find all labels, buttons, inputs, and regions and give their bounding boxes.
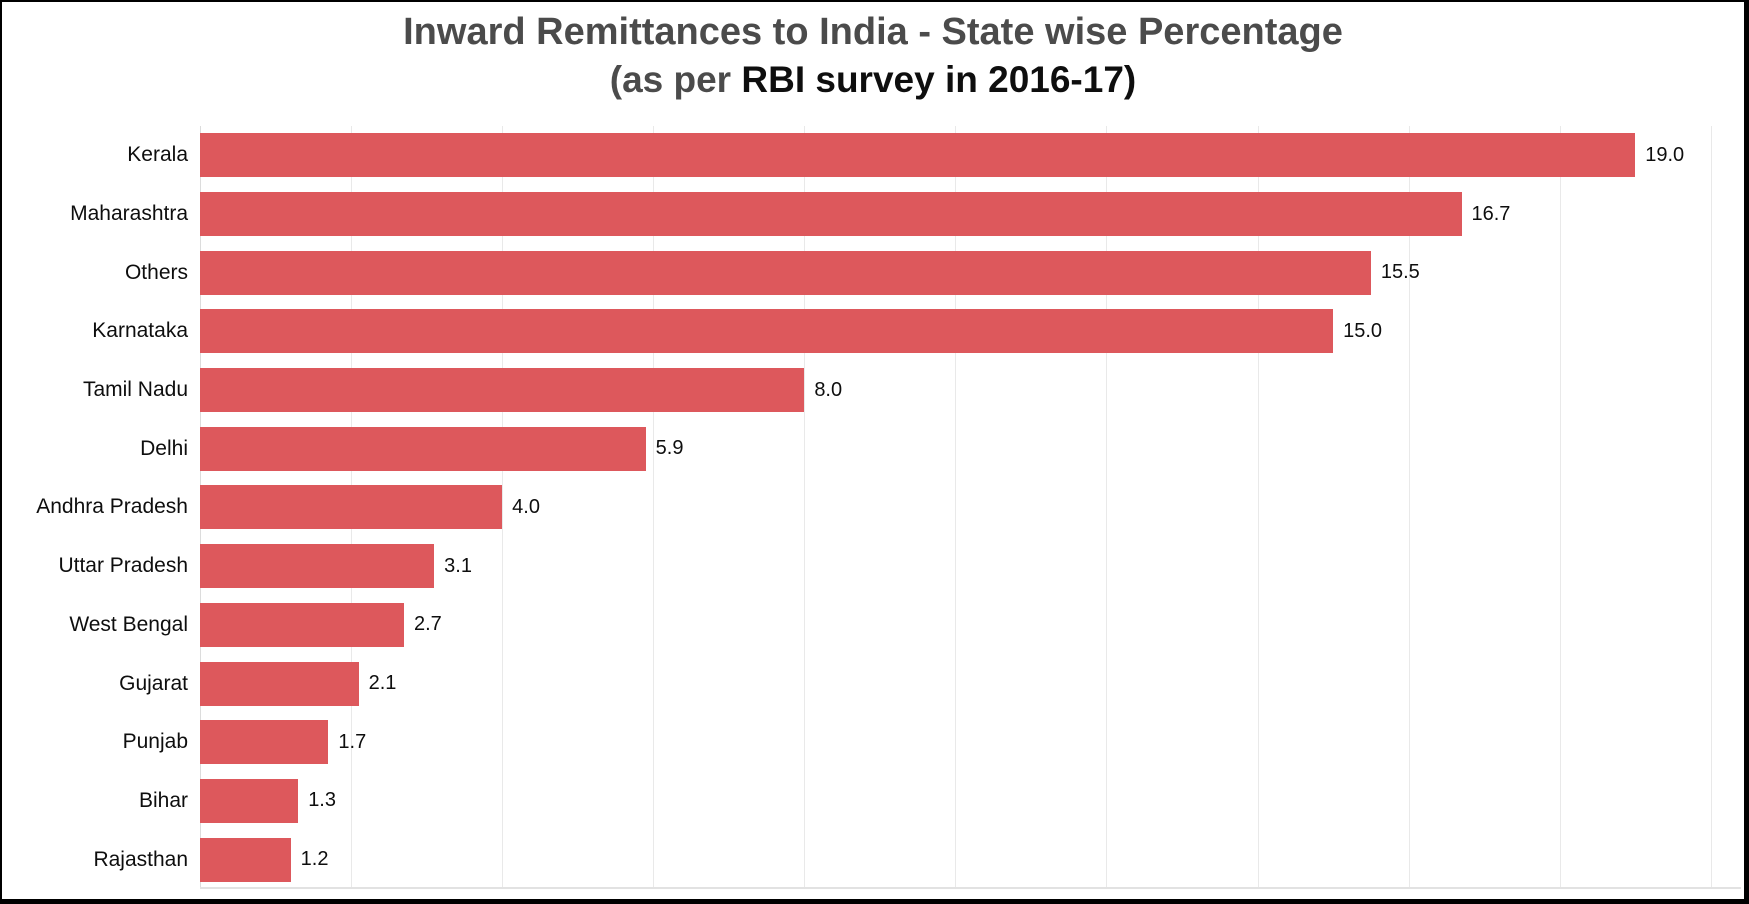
value-label-maharashtra: 16.7 <box>1471 202 1511 225</box>
value-label-andhra-pradesh: 4.0 <box>512 495 540 518</box>
bar-bihar[interactable] <box>200 778 299 823</box>
category-label-bihar: Bihar <box>138 788 188 812</box>
gridline-20 <box>1710 126 1712 887</box>
bar-track-kerala: 19.0 <box>200 126 1741 185</box>
gridline-16 <box>1408 126 1410 887</box>
value-label-west-bengal: 2.7 <box>413 613 442 636</box>
chart-title: Inward Remittances to India - State wise… <box>403 11 1343 53</box>
chart-subtitle: (as per RBI survey in 2016-17) <box>2 56 1744 103</box>
bar-row-gujarat: Gujarat 2.1 <box>2 654 1741 713</box>
category-label-karnataka: Karnataka <box>92 319 188 343</box>
bar-row-delhi: Delhi 5.9 <box>2 419 1741 478</box>
bar-kerala[interactable] <box>200 133 1636 178</box>
category-label-gujarat: Gujarat <box>119 671 188 695</box>
category-label-maharashtra: Maharashtra <box>70 202 188 226</box>
bar-row-punjab: Punjab 1.7 <box>2 713 1741 772</box>
bar-row-kerala: Kerala 19.0 <box>2 126 1741 185</box>
bar-gujarat[interactable] <box>200 661 359 706</box>
value-label-kerala: 19.0 <box>1645 143 1685 166</box>
bar-andhra-pradesh[interactable] <box>200 485 503 530</box>
chart-title-block: Inward Remittances to India - State wise… <box>2 8 1744 103</box>
value-label-punjab: 1.7 <box>338 730 367 753</box>
bar-maharashtra[interactable] <box>200 192 1462 237</box>
chart-subtitle-emphasis: RBI survey in 2016-17) <box>741 59 1137 100</box>
bar-track-tamil-nadu: 8.0 <box>200 361 1741 420</box>
bar-karnataka[interactable] <box>200 309 1334 354</box>
bar-punjab[interactable] <box>200 720 329 765</box>
category-label-rajasthan: Rajasthan <box>93 847 188 871</box>
bar-row-uttar-pradesh: Uttar Pradesh 3.1 <box>2 537 1741 596</box>
bar-rows: Kerala 19.0 Maharashtra 16.7 Others 15.5 Karna… <box>2 126 1741 889</box>
bar-track-bihar: 1.3 <box>200 772 1741 831</box>
bar-row-others: Others 15.5 <box>2 243 1741 302</box>
category-label-punjab: Punjab <box>122 730 188 754</box>
bar-row-karnataka: Karnataka 15.0 <box>2 302 1741 361</box>
bar-row-west-bengal: West Bengal 2.7 <box>2 596 1741 655</box>
bar-track-karnataka: 15.0 <box>200 302 1741 361</box>
category-label-andhra-pradesh: Andhra Pradesh <box>36 495 188 519</box>
bar-row-andhra-pradesh: Andhra Pradesh 4.0 <box>2 478 1741 537</box>
category-label-others: Others <box>124 260 188 284</box>
bar-track-andhra-pradesh: 4.0 <box>200 478 1741 537</box>
value-label-rajasthan: 1.2 <box>300 848 329 871</box>
value-label-others: 15.5 <box>1380 261 1420 284</box>
gridline-4 <box>502 126 504 887</box>
bar-rajasthan[interactable] <box>200 837 291 882</box>
value-label-gujarat: 2.1 <box>368 672 397 695</box>
bar-track-rajasthan: 1.2 <box>200 830 1741 889</box>
bar-uttar-pradesh[interactable] <box>200 544 435 589</box>
bar-track-maharashtra: 16.7 <box>200 185 1741 244</box>
gridline-8 <box>804 126 806 887</box>
value-label-karnataka: 15.0 <box>1343 319 1383 342</box>
value-label-delhi: 5.9 <box>655 437 684 460</box>
category-label-uttar-pradesh: Uttar Pradesh <box>58 554 188 578</box>
category-label-kerala: Kerala <box>127 143 188 167</box>
category-label-tamil-nadu: Tamil Nadu <box>82 378 188 402</box>
value-label-bihar: 1.3 <box>308 789 336 812</box>
bar-row-maharashtra: Maharashtra 16.7 <box>2 185 1741 244</box>
bar-track-uttar-pradesh: 3.1 <box>200 537 1741 596</box>
category-label-west-bengal: West Bengal <box>69 612 188 636</box>
value-label-uttar-pradesh: 3.1 <box>444 554 472 577</box>
bar-others[interactable] <box>200 250 1371 295</box>
bar-track-gujarat: 2.1 <box>200 654 1741 713</box>
gridline-14 <box>1257 126 1259 887</box>
bar-row-bihar: Bihar 1.3 <box>2 772 1741 831</box>
bar-track-others: 15.5 <box>200 243 1741 302</box>
category-label-delhi: Delhi <box>140 436 188 460</box>
bar-chart-plot: Kerala 19.0 Maharashtra 16.7 Others 15.5 Karna… <box>2 126 1744 889</box>
gridline-18 <box>1559 126 1561 887</box>
bar-row-tamil-nadu: Tamil Nadu 8.0 <box>2 361 1741 420</box>
gridline-12 <box>1106 126 1108 887</box>
bar-tamil-nadu[interactable] <box>200 368 805 413</box>
bar-track-punjab: 1.7 <box>200 713 1741 772</box>
gridline-6 <box>653 126 655 887</box>
bar-delhi[interactable] <box>200 426 646 471</box>
bar-west-bengal[interactable] <box>200 602 404 647</box>
bar-track-delhi: 5.9 <box>200 419 1741 478</box>
chart-subtitle-prefix: (as per <box>609 59 742 100</box>
bar-row-rajasthan: Rajasthan 1.2 <box>2 830 1741 889</box>
value-label-tamil-nadu: 8.0 <box>814 378 843 401</box>
gridline-10 <box>955 126 957 887</box>
bar-track-west-bengal: 2.7 <box>200 596 1741 655</box>
